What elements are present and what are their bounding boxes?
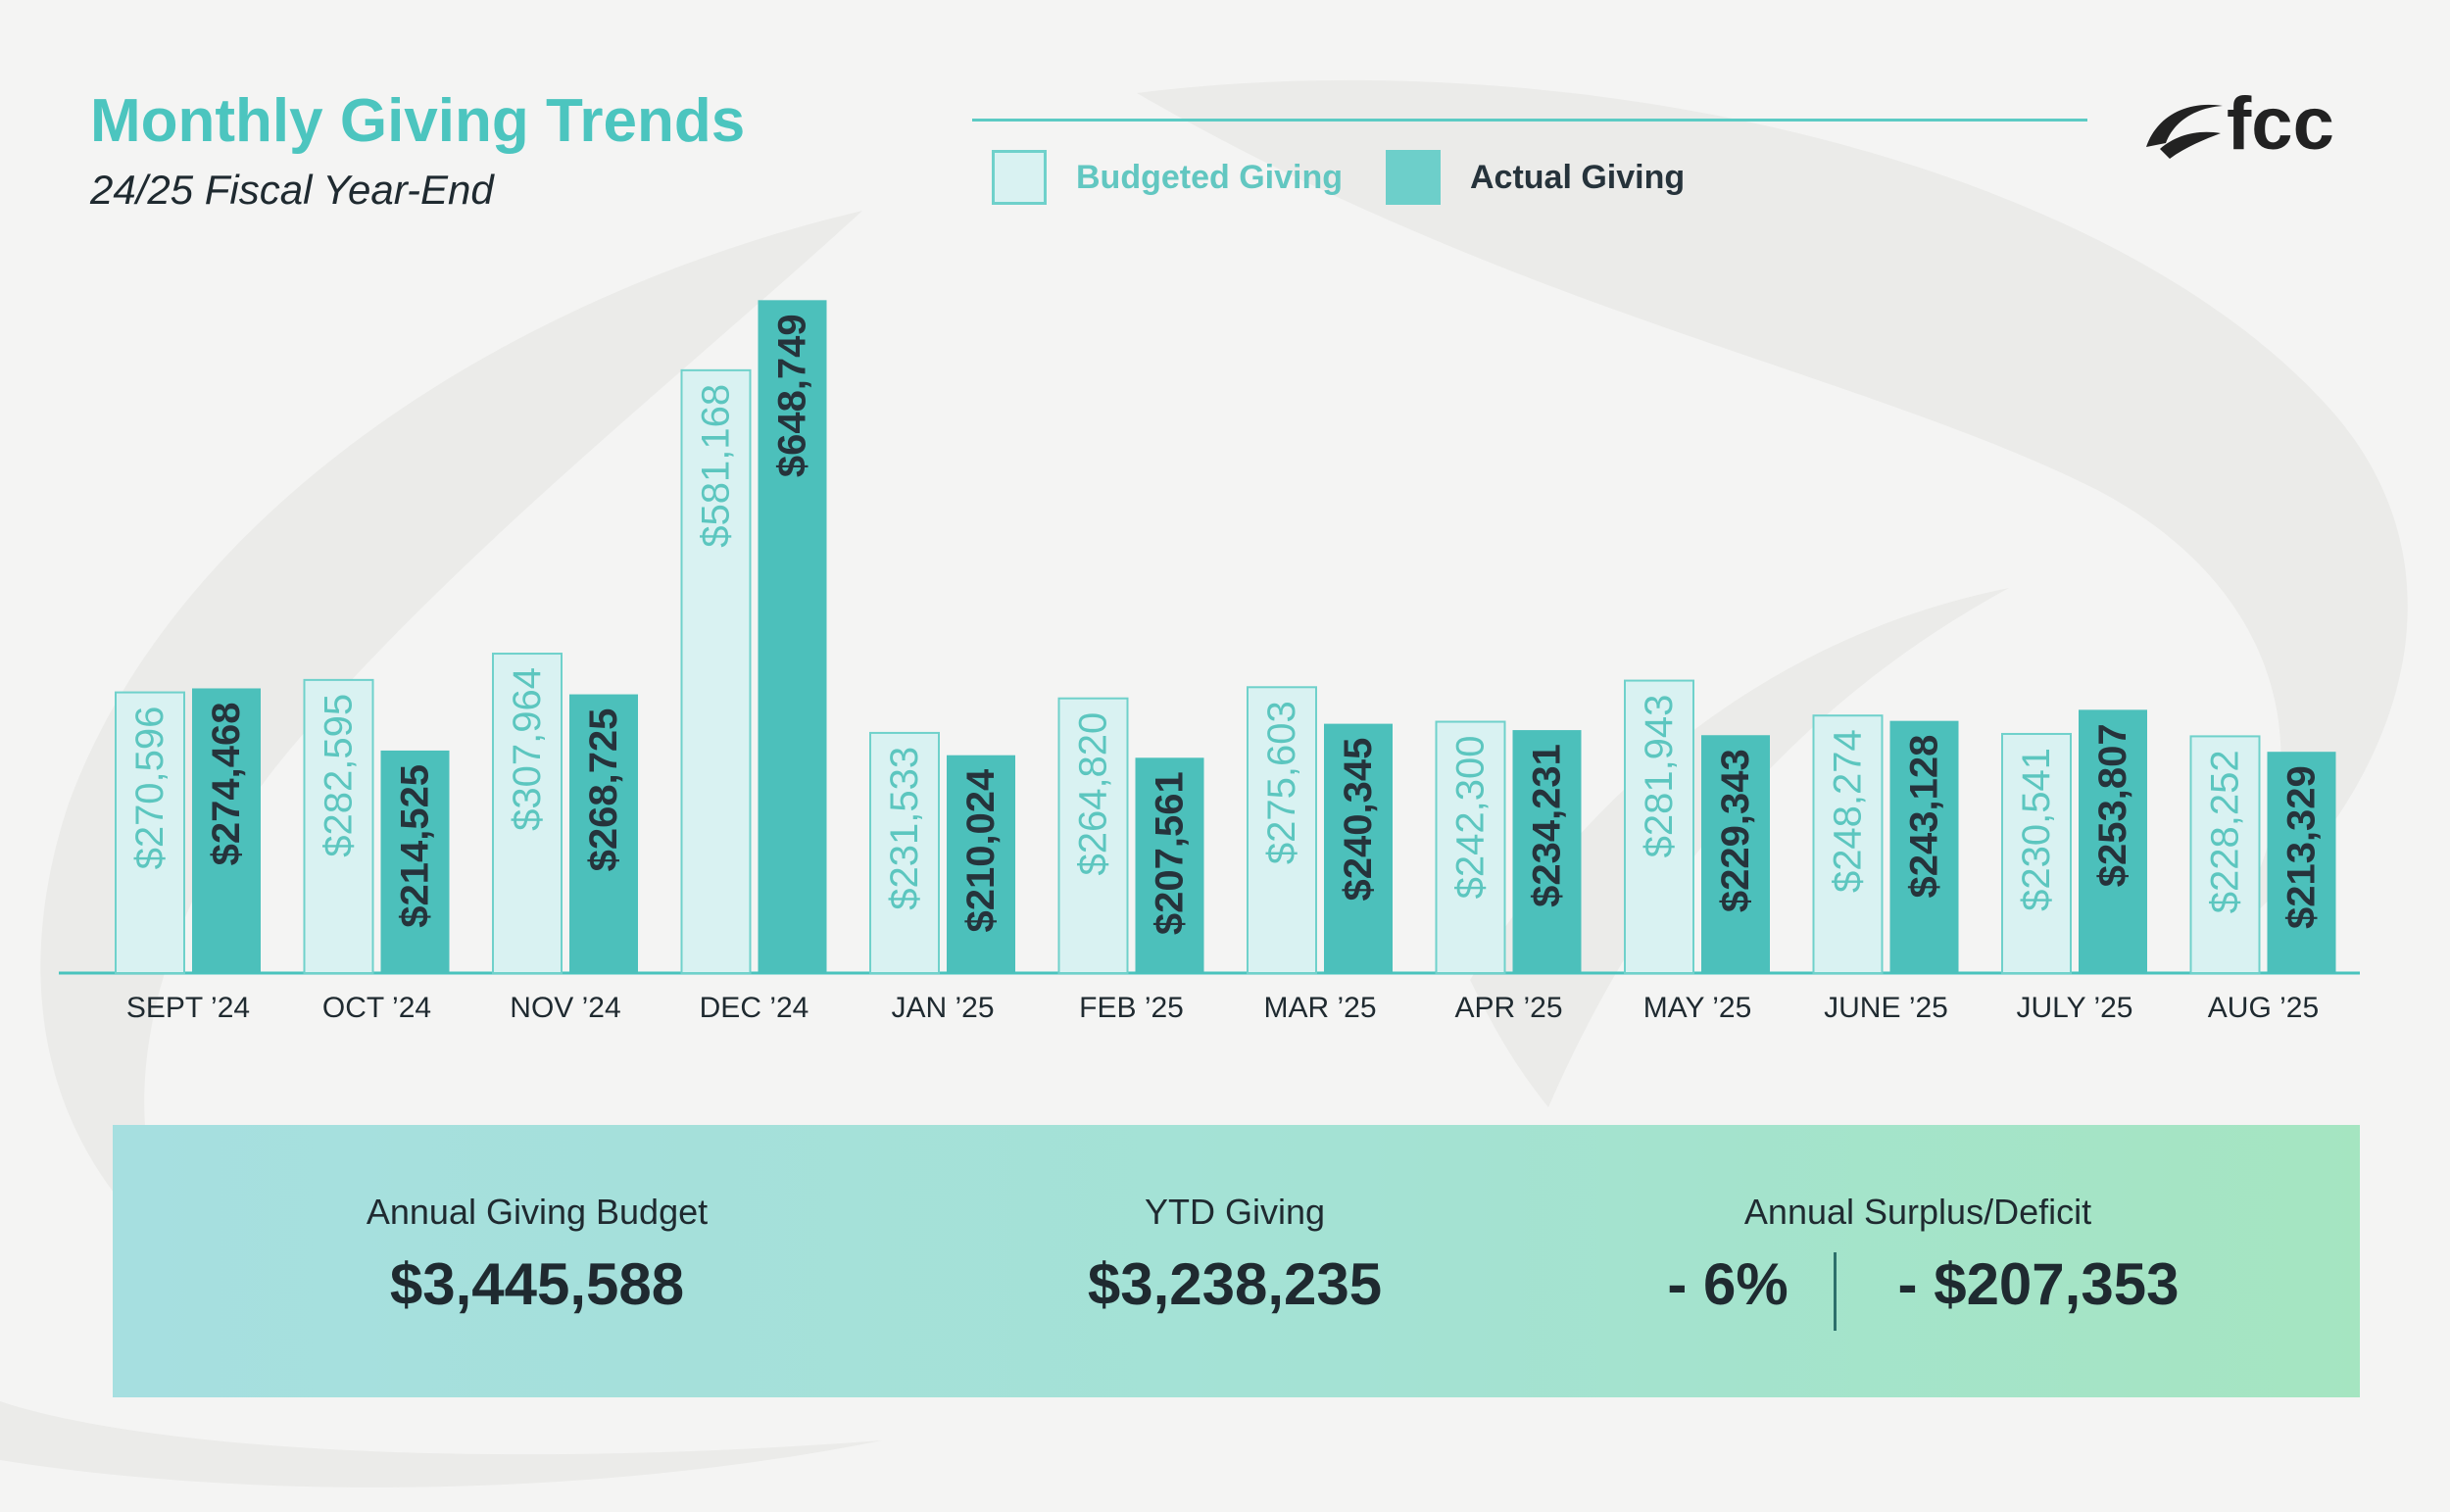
- bar-label-actual-0: $274,468: [205, 702, 248, 865]
- x-tick-label-1: OCT ’24: [322, 992, 431, 1024]
- x-tick-label-6: MAR ’25: [1263, 992, 1376, 1024]
- bar-label-actual-6: $240,345: [1337, 738, 1380, 902]
- bar-budgeted-0: [115, 691, 185, 974]
- bar-budgeted-9: [1812, 714, 1884, 975]
- bar-label-actual-8: $229,343: [1714, 749, 1757, 912]
- bar-budgeted-2: [492, 653, 563, 974]
- bar-actual-3: [758, 300, 827, 974]
- bar-actual-1: [380, 750, 450, 973]
- legend-label-actual: Actual Giving: [1470, 158, 1686, 196]
- surplus-deficit-percent: - 6%: [1667, 1251, 1788, 1317]
- bar-label-budgeted-3: $581,168: [695, 384, 738, 548]
- bar-budgeted-3: [680, 368, 752, 974]
- bar-budgeted-6: [1247, 686, 1317, 975]
- legend-divider: [972, 119, 2087, 122]
- x-tick-label-3: DEC ’24: [700, 992, 809, 1024]
- bar-label-budgeted-11: $228,252: [2204, 750, 2247, 913]
- surplus-divider: [1834, 1252, 1837, 1331]
- legend-item-actual: Actual Giving: [1386, 149, 1685, 206]
- bar-label-actual-4: $210,024: [959, 768, 1003, 933]
- bar-actual-5: [1135, 757, 1204, 973]
- bar-actual-8: [1701, 735, 1770, 973]
- legend-swatch-budgeted: [992, 150, 1047, 205]
- legend-swatch-actual: [1386, 150, 1441, 205]
- chart-title: Monthly Giving Trends: [90, 87, 746, 155]
- legend-label-budgeted: Budgeted Giving: [1076, 158, 1343, 196]
- x-tick-label-11: AUG ’25: [2208, 992, 2319, 1024]
- bar-budgeted-10: [2001, 732, 2072, 974]
- legend-item-budgeted: Budgeted Giving: [992, 149, 1343, 206]
- fcc-logo: fcc: [2146, 82, 2334, 166]
- bar-label-budgeted-0: $270,596: [128, 707, 172, 870]
- bar-actual-0: [192, 688, 261, 973]
- surplus-deficit-amount: - $207,353: [1897, 1251, 2180, 1317]
- fcc-swoosh-icon: [2146, 104, 2223, 159]
- bar-label-budgeted-7: $242,300: [1449, 736, 1493, 900]
- bar-label-budgeted-2: $307,964: [506, 667, 549, 831]
- bar-budgeted-11: [2189, 735, 2261, 975]
- x-tick-label-4: JAN ’25: [891, 992, 994, 1024]
- bar-label-actual-10: $253,807: [2091, 723, 2134, 887]
- bar-actual-4: [947, 755, 1015, 973]
- bar-label-budgeted-6: $275,603: [1260, 701, 1303, 864]
- ytd-giving-label: YTD Giving: [1144, 1192, 1326, 1232]
- bar-label-budgeted-9: $248,274: [1827, 729, 1870, 893]
- bar-label-actual-1: $214,525: [394, 764, 437, 928]
- bar-label-actual-9: $243,128: [1903, 735, 1946, 899]
- bar-actual-10: [2079, 709, 2147, 973]
- annual-budget-label: Annual Giving Budget: [366, 1192, 709, 1232]
- bar-label-budgeted-4: $231,533: [883, 747, 926, 910]
- summary-panel: Annual Giving Budget $3,445,588 YTD Givi…: [113, 1125, 2360, 1397]
- bar-label-actual-11: $213,329: [2280, 765, 2324, 929]
- bar-label-actual-3: $648,749: [771, 314, 814, 477]
- bar-label-actual-7: $234,231: [1526, 744, 1569, 907]
- bar-actual-6: [1324, 723, 1393, 973]
- bar-budgeted-4: [869, 731, 940, 974]
- x-tick-label-5: FEB ’25: [1079, 992, 1184, 1024]
- logo-text: fcc: [2227, 82, 2334, 166]
- bar-label-budgeted-1: $282,595: [318, 694, 361, 857]
- bar-actual-7: [1512, 730, 1582, 973]
- x-tick-label-0: SEPT ’24: [126, 992, 250, 1024]
- bar-chart: $270,596 $274,468 SEPT ’24 $282,595 $214,525…: [59, 300, 2360, 1024]
- bar-budgeted-8: [1624, 679, 1694, 974]
- x-tick-label-9: JUNE ’25: [1824, 992, 1948, 1024]
- chart-subtitle: 24/25 Fiscal Year-End: [90, 167, 494, 213]
- bar-budgeted-7: [1435, 720, 1506, 975]
- bar-actual-11: [2267, 752, 2336, 973]
- bar-label-actual-2: $268,725: [582, 708, 625, 872]
- ytd-giving-value: $3,238,235: [1087, 1251, 1383, 1317]
- bar-budgeted-1: [303, 678, 374, 974]
- bar-label-budgeted-5: $264,820: [1072, 712, 1115, 876]
- x-tick-label-2: NOV ’24: [510, 992, 620, 1024]
- x-tick-label-7: APR ’25: [1454, 992, 1562, 1024]
- bar-budgeted-5: [1057, 697, 1129, 975]
- bar-actual-9: [1889, 720, 1959, 973]
- bar-actual-2: [569, 694, 638, 973]
- x-tick-label-10: JULY ’25: [2017, 992, 2133, 1024]
- bar-label-actual-5: $207,561: [1149, 771, 1192, 935]
- bar-label-budgeted-8: $281,943: [1638, 695, 1681, 858]
- annual-budget-value: $3,445,588: [389, 1251, 685, 1317]
- x-tick-label-8: MAY ’25: [1643, 992, 1752, 1024]
- surplus-deficit-label: Annual Surplus/Deficit: [1743, 1192, 2092, 1232]
- bar-label-budgeted-10: $230,541: [2015, 748, 2058, 911]
